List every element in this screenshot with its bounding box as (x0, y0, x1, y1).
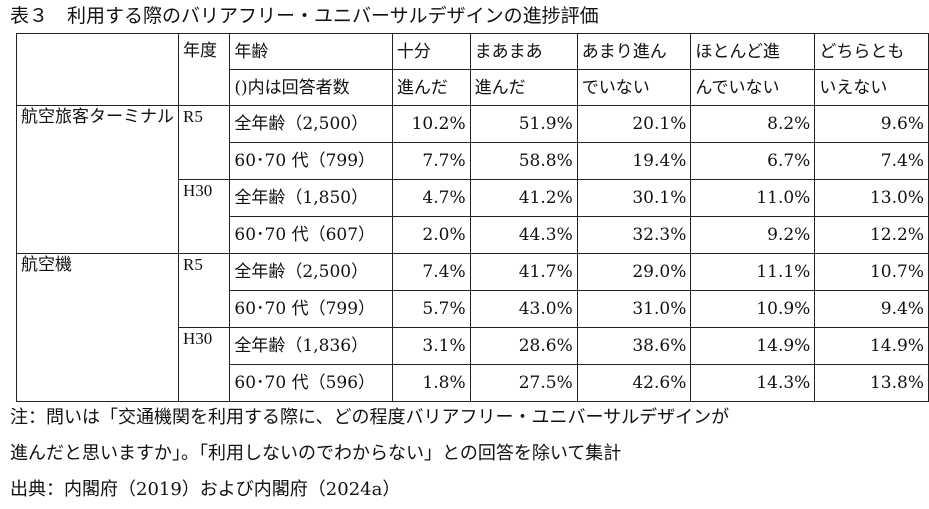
header-c2-line1: まあまあ (469, 33, 578, 70)
value-cell: 2.0% (391, 216, 471, 254)
table-row: 航空旅客ターミナル R5 全年齢（2,500） 10.2% 51.9% 20.1… (16, 105, 929, 254)
group-aircraft: 航空機 (16, 253, 179, 402)
value-cell: 5.7% (391, 290, 471, 328)
value-cell: 41.2% (469, 179, 578, 217)
header-c5-line1: どちらとも (814, 33, 929, 70)
evaluation-table: 年度 年齢 十分 まあまあ あまり進ん ほとんど進 どちらとも ()内は回答者数… (16, 33, 929, 402)
value-cell: 13.0% (814, 179, 929, 217)
table-row: 60･70 代（607） 2.0% 44.3% 32.3% 9.2% 12.2% (17, 216, 929, 254)
year-cell: H30 (177, 179, 231, 254)
value-cell: 14.9% (814, 327, 929, 365)
value-cell: 58.8% (469, 142, 578, 180)
age-cell: 60･70 代（607） (229, 216, 393, 254)
source-line: 出典：内閣府（2019）および内閣府（2024a） (10, 479, 401, 500)
year-cell: R5 (177, 253, 231, 328)
header-c4-line1: ほとんど進 (690, 33, 816, 70)
value-cell: 7.4% (391, 253, 471, 291)
value-cell: 19.4% (576, 142, 692, 180)
note-line-2: 進んだと思いますか」。「利用しないのでわからない」との回答を除いて集計 (10, 443, 622, 464)
value-cell: 3.1% (391, 327, 471, 365)
value-cell: 7.7% (391, 142, 471, 180)
value-cell: 9.6% (814, 105, 929, 143)
value-cell: 31.0% (576, 290, 692, 328)
value-cell: 30.1% (576, 179, 692, 217)
header-row-1: 年度 年齢 十分 まあまあ あまり進ん ほとんど進 どちらとも (16, 33, 929, 106)
header-c2-line2: 進んだ (469, 69, 578, 106)
value-cell: 44.3% (469, 216, 578, 254)
table-row: H30 全年齢（1,850） 4.7% 41.2% 30.1% 11.0% 13… (17, 179, 929, 254)
value-cell: 14.9% (690, 327, 816, 365)
value-cell: 32.3% (576, 216, 692, 254)
value-cell: 20.1% (576, 105, 692, 143)
age-cell: 全年齢（2,500） (229, 253, 393, 291)
header-c1-line2: 進んだ (391, 69, 471, 106)
value-cell: 43.0% (469, 290, 578, 328)
value-cell: 9.2% (690, 216, 816, 254)
age-cell: 全年齢（1,850） (229, 179, 393, 217)
value-cell: 4.7% (391, 179, 471, 217)
header-row-2: ()内は回答者数 進んだ 進んだ でいない んでいない いえない (17, 69, 929, 106)
header-age-line2: ()内は回答者数 (229, 69, 393, 106)
year-cell: R5 (177, 105, 231, 180)
age-cell: 60･70 代（799） (229, 142, 393, 180)
year-cell: H30 (177, 327, 231, 402)
value-cell: 9.4% (814, 290, 929, 328)
value-cell: 51.9% (469, 105, 578, 143)
value-cell: 27.5% (469, 364, 578, 402)
header-c1-line1: 十分 (391, 33, 471, 70)
value-cell: 28.6% (469, 327, 578, 365)
value-cell: 11.1% (690, 253, 816, 291)
value-cell: 42.6% (576, 364, 692, 402)
value-cell: 8.2% (690, 105, 816, 143)
value-cell: 11.0% (690, 179, 816, 217)
age-cell: 60･70 代（799） (229, 290, 393, 328)
header-c4-line2: んでいない (690, 69, 816, 106)
header-c5-line2: いえない (814, 69, 929, 106)
table-row: 60･70 代（596） 1.8% 27.5% 42.6% 14.3% 13.8… (17, 364, 929, 402)
age-cell: 60･70 代（596） (229, 364, 393, 402)
table-row: 60･70 代（799） 5.7% 43.0% 31.0% 10.9% 9.4% (17, 290, 929, 328)
table-row: 60･70 代（799） 7.7% 58.8% 19.4% 6.7% 7.4% (17, 142, 929, 180)
value-cell: 1.8% (391, 364, 471, 402)
table-row: 航空機 R5 全年齢（2,500） 7.4% 41.7% 29.0% 11.1%… (16, 253, 929, 402)
value-cell: 10.7% (814, 253, 929, 291)
value-cell: 7.4% (814, 142, 929, 180)
value-cell: 10.9% (690, 290, 816, 328)
age-cell: 全年齢（2,500） (229, 105, 393, 143)
header-age-line1: 年齢 (229, 33, 393, 70)
header-blank-cell (16, 33, 179, 106)
value-cell: 13.8% (814, 364, 929, 402)
value-cell: 41.7% (469, 253, 578, 291)
header-year: 年度 (177, 33, 231, 106)
header-c3-line2: でいない (576, 69, 692, 106)
table-title: 表３ 利用する際のバリアフリー・ユニバーサルデザインの進捗評価 (10, 5, 599, 27)
value-cell: 12.2% (814, 216, 929, 254)
value-cell: 6.7% (690, 142, 816, 180)
value-cell: 29.0% (576, 253, 692, 291)
value-cell: 38.6% (576, 327, 692, 365)
note-line-1: 注：問いは「交通機関を利用する際に、どの程度バリアフリー・ユニバーサルデザインが (10, 407, 730, 428)
header-c3-line1: あまり進ん (576, 33, 692, 70)
age-cell: 全年齢（1,836） (229, 327, 393, 365)
group-terminal: 航空旅客ターミナル (16, 105, 179, 254)
value-cell: 14.3% (690, 364, 816, 402)
value-cell: 10.2% (391, 105, 471, 143)
table-row: H30 全年齢（1,836） 3.1% 28.6% 38.6% 14.9% 14… (17, 327, 929, 402)
